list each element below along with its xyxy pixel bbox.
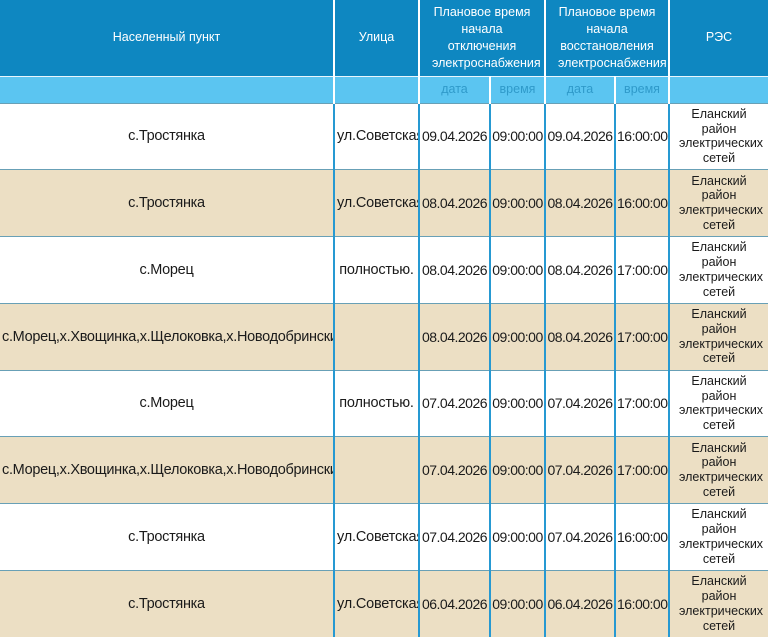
cell-restore-date: 07.04.2026 — [545, 503, 616, 571]
cell-outage-date: 09.04.2026 — [419, 102, 491, 170]
cell-res: Еланский район электрических сетей — [669, 369, 768, 437]
cell-restore-time: 17:00:00 — [615, 236, 671, 304]
cell-street: полностью. — [334, 369, 420, 437]
cell-restore-time: 17:00:00 — [615, 369, 671, 437]
cell-settlement: с.Тростянка — [0, 102, 335, 170]
table-header: Населенный пункт Улица Плановое время на… — [0, 0, 768, 103]
cell-restore-date: 08.04.2026 — [545, 236, 616, 304]
subheader-spacer-street — [334, 76, 420, 103]
cell-res: Еланский район электрических сетей — [669, 102, 768, 170]
cell-outage-time: 09:00:00 — [490, 302, 546, 370]
col-header-outage-group: Плановое время начала отключения электро… — [419, 0, 546, 77]
col-header-res: РЭС — [669, 0, 768, 77]
cell-restore-time: 17:00:00 — [615, 436, 671, 504]
cell-outage-date: 08.04.2026 — [419, 169, 491, 237]
cell-outage-time: 09:00:00 — [490, 436, 546, 504]
table-row: с.Тростянка ул.Советская 08.04.2026 09:0… — [0, 169, 768, 237]
table-row: с.Морец полностью. 08.04.2026 09:00:00 0… — [0, 236, 768, 304]
cell-outage-date: 08.04.2026 — [419, 302, 491, 370]
cell-res: Еланский район электрических сетей — [669, 169, 768, 237]
cell-outage-time: 09:00:00 — [490, 569, 546, 637]
cell-restore-time: 16:00:00 — [615, 569, 671, 637]
cell-outage-date: 07.04.2026 — [419, 503, 491, 571]
subheader-restore-date: дата — [545, 76, 616, 103]
col-header-restore-group: Плановое время начала восстановления эле… — [545, 0, 671, 77]
table-row: с.Морец полностью. 07.04.2026 09:00:00 0… — [0, 369, 768, 437]
subheader-row: дата время дата время — [0, 76, 768, 103]
cell-settlement: с.Морец,х.Хвощинка,х.Щелоковка,х.Новодоб… — [0, 302, 335, 370]
cell-restore-date: 08.04.2026 — [545, 169, 616, 237]
cell-outage-time: 09:00:00 — [490, 369, 546, 437]
subheader-spacer-res — [669, 76, 768, 103]
cell-settlement: с.Тростянка — [0, 503, 335, 571]
cell-outage-time: 09:00:00 — [490, 236, 546, 304]
cell-outage-date: 07.04.2026 — [419, 369, 491, 437]
col-header-settlement: Населенный пункт — [0, 0, 335, 77]
cell-res: Еланский район электрических сетей — [669, 302, 768, 370]
cell-res: Еланский район электрических сетей — [669, 569, 768, 637]
cell-street — [334, 302, 420, 370]
cell-settlement: с.Морец — [0, 236, 335, 304]
cell-res: Еланский район электрических сетей — [669, 503, 768, 571]
cell-restore-date: 06.04.2026 — [545, 569, 616, 637]
cell-outage-time: 09:00:00 — [490, 169, 546, 237]
table-row: с.Тростянка ул.Советская 07.04.2026 09:0… — [0, 503, 768, 571]
cell-outage-date: 06.04.2026 — [419, 569, 491, 637]
cell-outage-time: 09:00:00 — [490, 102, 546, 170]
cell-settlement: с.Тростянка — [0, 169, 335, 237]
cell-street: ул.Советская — [334, 102, 420, 170]
cell-outage-date: 08.04.2026 — [419, 236, 491, 304]
table-row: с.Тростянка ул.Советская 06.04.2026 09:0… — [0, 569, 768, 637]
cell-restore-date: 09.04.2026 — [545, 102, 616, 170]
cell-street: ул.Советская — [334, 169, 420, 237]
cell-restore-date: 07.04.2026 — [545, 369, 616, 437]
subheader-restore-time: время — [615, 76, 671, 103]
table-body: с.Тростянка ул.Советская 09.04.2026 09:0… — [0, 102, 768, 637]
cell-outage-date: 07.04.2026 — [419, 436, 491, 504]
header-row: Населенный пункт Улица Плановое время на… — [0, 0, 768, 77]
cell-res: Еланский район электрических сетей — [669, 436, 768, 504]
table-row: с.Морец,х.Хвощинка,х.Щелоковка,х.Новодоб… — [0, 302, 768, 370]
cell-street: полностью. — [334, 236, 420, 304]
table-row: с.Морец,х.Хвощинка,х.Щелоковка,х.Новодоб… — [0, 436, 768, 504]
cell-restore-time: 16:00:00 — [615, 102, 671, 170]
col-header-street: Улица — [334, 0, 420, 77]
cell-settlement: с.Морец,х.Хвощинка,х.Щелоковка,х.Новодоб… — [0, 436, 335, 504]
cell-street: ул.Советская — [334, 569, 420, 637]
cell-outage-time: 09:00:00 — [490, 503, 546, 571]
cell-street: ул.Советская — [334, 503, 420, 571]
cell-restore-date: 08.04.2026 — [545, 302, 616, 370]
subheader-outage-date: дата — [419, 76, 491, 103]
cell-restore-date: 07.04.2026 — [545, 436, 616, 504]
cell-settlement: с.Морец — [0, 369, 335, 437]
table-row: с.Тростянка ул.Советская 09.04.2026 09:0… — [0, 102, 768, 170]
subheader-outage-time: время — [490, 76, 546, 103]
cell-restore-time: 16:00:00 — [615, 503, 671, 571]
cell-settlement: с.Тростянка — [0, 569, 335, 637]
cell-res: Еланский район электрических сетей — [669, 236, 768, 304]
cell-restore-time: 16:00:00 — [615, 169, 671, 237]
cell-street — [334, 436, 420, 504]
cell-restore-time: 17:00:00 — [615, 302, 671, 370]
subheader-spacer-settlement — [0, 76, 335, 103]
